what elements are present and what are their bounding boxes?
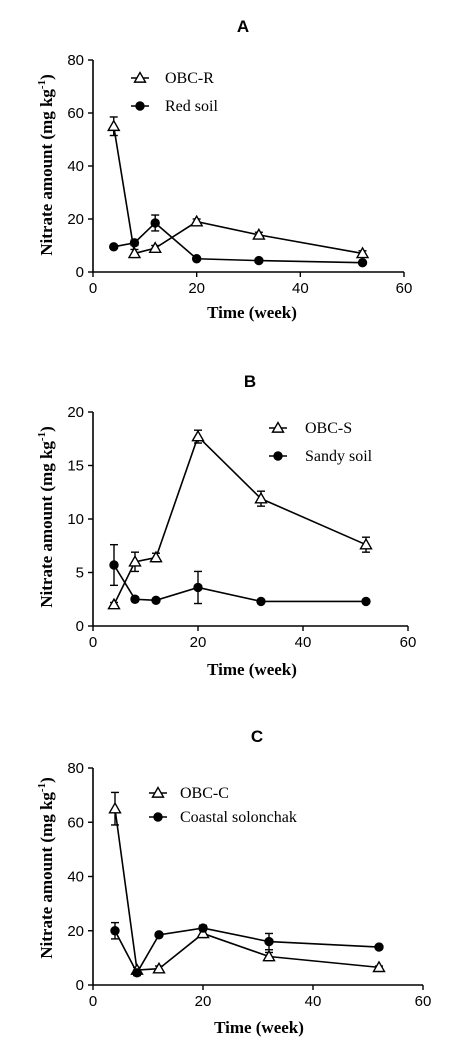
panel-a-series-obc-r-point (355, 246, 370, 259)
panel-a-x-tick-label: 0 (89, 280, 97, 297)
panel-c-y-tick-label: 40 (67, 869, 84, 886)
panel-c-series-coastal-solonchak-point (374, 942, 384, 952)
panel-c-y-tick-label: 20 (67, 923, 84, 940)
panel-a-y-tick-label: 40 (67, 158, 84, 175)
panel-b-x-tick-label: 0 (89, 634, 97, 651)
panel-b-y-tick-label: 20 (67, 404, 84, 421)
panel-c-legend-coastal-solonchak-marker (153, 812, 163, 822)
panel-c-series-obc-c-point (152, 961, 166, 974)
panel-b-series-sandy-soil-line (113, 564, 366, 603)
panel-b-letter: B (244, 372, 256, 391)
panel-a-y-axis-title: Nitrate amount (mg kg-1) (36, 74, 56, 256)
panel-c-letter: C (251, 727, 263, 746)
panel-c-x-tick-label: 40 (305, 993, 322, 1010)
panel-b-x-axis-title: Time (week) (207, 660, 297, 679)
panel-c-series-coastal-solonchak-point (110, 926, 120, 936)
panel-b-legend-sandy-soil-label: Sandy soil (305, 448, 373, 465)
panel-c-series-coastal-solonchak-point (198, 923, 208, 933)
panel-c-series-obc-c-point (196, 926, 210, 939)
panel-b-x-tick-label: 40 (295, 634, 312, 651)
panel-a-series-red-soil-point (191, 254, 202, 264)
panel-c-x-axis-title: Time (week) (214, 1018, 304, 1037)
panel-a-y-tick-label: 60 (67, 105, 84, 122)
panel-b-y-axis-title: Nitrate amount (mg kg-1) (36, 426, 56, 608)
panel-a-x-tick-label: 40 (292, 280, 309, 297)
panel-b-series-sandy-soil-point (130, 594, 140, 604)
panel-a-series-obc-r-point (148, 241, 162, 253)
panel-b-y-tick-label: 0 (76, 618, 84, 635)
panel-c-y-axis-title: Nitrate amount (mg kg-1) (36, 777, 56, 959)
panel-c-series-coastal-solonchak-point (132, 968, 142, 978)
panel-b-series-sandy-soil-point (256, 596, 266, 607)
panel-a-series-obc-r-point (127, 246, 142, 259)
panel-b-series-sandy-soil-point (193, 582, 203, 593)
panel-b-series-obc-s-point (191, 429, 205, 442)
panel-b-series-sandy-soil-point (151, 595, 161, 606)
panel-a-y-tick-label: 20 (67, 211, 84, 228)
panel-b-x-tick-label: 60 (400, 634, 417, 651)
panel-b-series-obc-s-point (128, 554, 142, 567)
panel-a-letter: A (237, 17, 249, 36)
panel-a-series-red-soil-point (254, 255, 264, 266)
panel-c-y-tick-label: 80 (67, 760, 84, 777)
panel-c-y-tick-label: 60 (67, 814, 84, 831)
panel-c-series-obc-c-point (108, 801, 122, 814)
panel-b-series-sandy-soil-point (361, 596, 371, 607)
panel-b-series-sandy-soil-point (109, 560, 119, 570)
panel-a-x-tick-label: 60 (396, 280, 413, 297)
panel-a-series-obc-r-line (112, 126, 363, 255)
panel-a-series-red-soil-point (150, 218, 160, 228)
panel-b-legend-obc-s-label: OBC-S (305, 420, 352, 437)
panel-a-series-obc-r-point (252, 227, 266, 240)
panel-c-legend-coastal-solonchak-label: Coastal solonchak (180, 809, 297, 826)
panel-b-series-obc-s-point (359, 537, 373, 550)
panel-c-x-tick-label: 20 (195, 993, 212, 1010)
panel-b-series-obc-s-point (149, 550, 163, 563)
panel-c-series-obc-c-point (372, 960, 386, 973)
panel-a-series-obc-r-point (107, 119, 121, 132)
panel-c-series-obc-c-point (262, 949, 276, 962)
panel-b-x-tick-label: 20 (190, 634, 207, 651)
panel-c-series-coastal-solonchak-point (264, 936, 274, 947)
panel-b-legend-sandy-soil-marker (273, 451, 283, 461)
panel-a-y-tick-label: 80 (67, 52, 84, 69)
panel-b-series-obc-s-point (107, 597, 121, 610)
panel-c-series-coastal-solonchak-point (154, 930, 164, 940)
panel-a-x-tick-label: 20 (188, 280, 205, 297)
panel-a-legend-red-soil-label: Red soil (165, 98, 218, 115)
panel-b-y-tick-label: 10 (67, 511, 84, 528)
panel-a-legend-obc-r-marker (133, 71, 147, 83)
panel-b-series-obc-s-point (254, 491, 268, 504)
panel-c-x-tick-label: 0 (89, 993, 97, 1010)
panel-a-x-axis-title: Time (week) (207, 303, 297, 322)
panel-a-series-red-soil-line (113, 221, 363, 264)
panel-c-legend-obc-c-marker (151, 786, 165, 798)
panel-c-series-obc-c-line (114, 808, 380, 971)
panel-c-y-tick-label: 0 (76, 977, 84, 994)
panel-a: A Time (week) Nitrate amount (mg kg-1) 0… (36, 17, 412, 322)
panel-b-legend-obc-s-marker (271, 421, 285, 433)
panel-b: B Time (week) Nitrate amount (mg kg-1) 0… (36, 372, 416, 679)
panel-c-legend-obc-c-label: OBC-C (180, 785, 229, 802)
panel-b-y-tick-label: 15 (67, 458, 84, 475)
panel-a-y-tick-label: 0 (76, 264, 84, 281)
panel-b-y-tick-label: 5 (76, 565, 84, 582)
panel-b-series-obc-s-line (113, 435, 367, 605)
panel-a-legend-obc-r-label: OBC-R (165, 70, 214, 87)
panel-c: C Time (week) Nitrate amount (mg kg-1) 0… (36, 727, 431, 1037)
panel-c-x-tick-label: 60 (415, 993, 432, 1010)
panel-a-series-red-soil-point (109, 242, 119, 252)
panel-a-series-red-soil-point (129, 238, 140, 248)
panel-a-legend-red-soil-marker (135, 101, 145, 111)
panel-c-series-coastal-solonchak-line (114, 927, 380, 975)
panel-a-series-red-soil-point (357, 258, 368, 268)
panel-a-series-obc-r-point (189, 214, 204, 227)
